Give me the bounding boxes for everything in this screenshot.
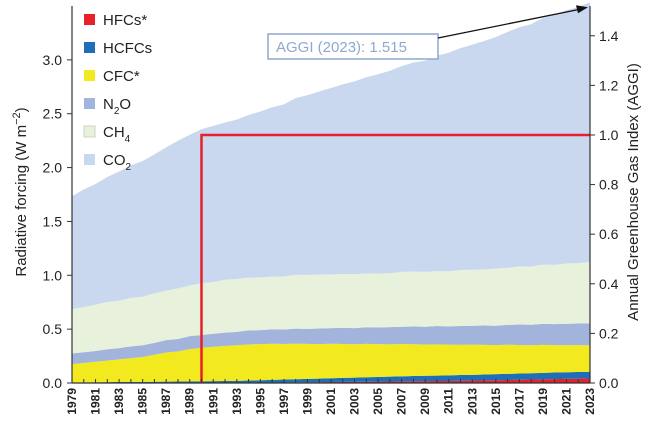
x-tick-label: 2005 (371, 388, 385, 415)
x-tick-label: 2007 (395, 388, 409, 415)
legend: HFCs* HCFCs CFC* N2O CH4 CO2 (83, 12, 152, 173)
y2-tick-label: 1.4 (599, 28, 619, 44)
axes (71, 6, 591, 384)
legend-swatch (84, 70, 95, 81)
x-tick-label: 2023 (583, 388, 597, 415)
y-tick-label: 3.0 (43, 52, 63, 68)
x-tick-label: 1991 (206, 388, 220, 415)
x-tick-label: 2015 (489, 388, 503, 415)
x-tick-label: 2001 (324, 388, 338, 415)
x-tick-label: 2019 (536, 388, 550, 415)
x-tick-label: 1983 (112, 388, 126, 415)
legend-label: HCFCs (103, 40, 152, 57)
x-tick-label: 1989 (183, 388, 197, 415)
aggi-baseline-line (200, 133, 590, 383)
x-tick-label: 2021 (559, 388, 573, 415)
legend-swatch (84, 42, 95, 53)
annotation-text: AGGI (2023): 1.515 (276, 39, 407, 56)
aggi-reference (200, 133, 590, 383)
legend-label: CH4 (103, 124, 131, 145)
x-tick-label: 2009 (418, 388, 432, 415)
y2-tick-label: 0.6 (599, 226, 619, 242)
y2-axis-label: Annual Greenhouse Gas Index (AGGI) (625, 63, 642, 321)
x-tick-label: 2011 (442, 388, 456, 414)
aggi-annotation: AGGI (2023): 1.515 (267, 5, 588, 60)
y-tick-label: 1.0 (43, 267, 63, 283)
annotation-box (267, 33, 439, 60)
y2-tick-label: 0.0 (599, 375, 619, 391)
y-tick-labels: 0.0 0.5 1.0 1.5 2.0 2.5 3.0 (43, 52, 72, 391)
y2-tick-labels: 0.0 0.2 0.4 0.6 0.8 1.0 1.2 1.4 (590, 28, 619, 391)
y-axis-label: Radiative forcing (W m−2) (11, 107, 30, 276)
y2-tick-label: 0.2 (599, 325, 619, 341)
legend-swatch (83, 125, 96, 138)
legend-label: CFC* (103, 68, 140, 85)
x-tick-labels: 1979 1981 1983 1985 1987 1989 1991 1993 1995 1997… (65, 388, 597, 415)
x-tick-label: 1979 (65, 388, 79, 415)
legend-swatch (84, 154, 95, 165)
y2-tick-label: 0.4 (599, 276, 619, 292)
x-tick-label: 2017 (512, 388, 526, 415)
y2-tick-label: 1.0 (599, 127, 619, 143)
x-tick-label: 2013 (465, 388, 479, 415)
x-tick-label: 1985 (136, 388, 150, 415)
legend-label: HFCs* (103, 12, 147, 29)
annotation-arrow-head (576, 5, 588, 14)
y-tick-label: 1.5 (43, 213, 63, 229)
y-tick-label: 0.0 (43, 375, 63, 391)
legend-swatch (84, 98, 95, 109)
y-tick-label: 0.5 (43, 321, 63, 337)
y-tick-label: 2.0 (43, 160, 63, 176)
y2-tick-label: 0.8 (599, 177, 619, 193)
legend-swatch (84, 14, 95, 25)
y2-tick-label: 1.2 (599, 77, 619, 93)
annotation-arrow-line (437, 8, 581, 39)
legend-label: CO2 (103, 152, 132, 173)
x-tick-label: 1981 (89, 388, 103, 415)
x-tick-label: 1995 (253, 388, 267, 415)
x-tick-label: 1999 (300, 388, 314, 415)
x-tick-label: 1993 (230, 388, 244, 415)
x-tick-label: 1997 (277, 388, 291, 415)
area-series-3 (72, 323, 590, 365)
y-tick-label: 2.5 (43, 106, 63, 122)
legend-label: N2O (103, 96, 131, 117)
x-tick-label: 1987 (159, 388, 173, 415)
x-tick-label: 2003 (348, 388, 362, 415)
